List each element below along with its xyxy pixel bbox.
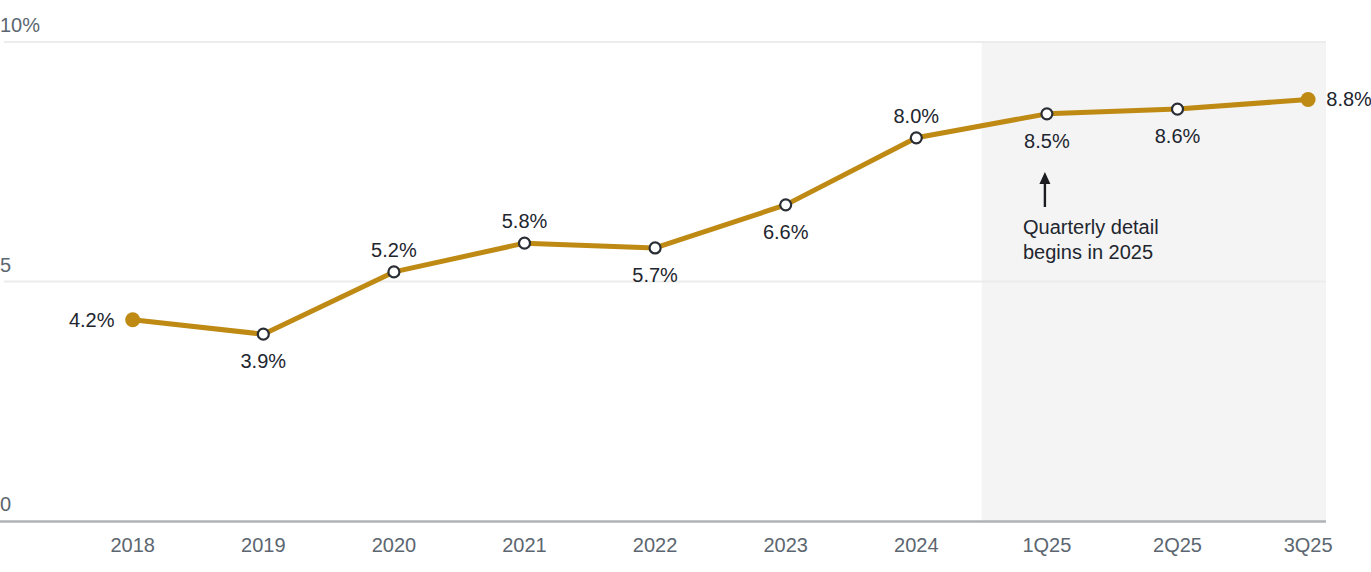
data-point-marker-filled — [125, 312, 140, 327]
data-point-marker-open — [650, 242, 661, 253]
data-point-marker-open — [780, 199, 791, 210]
chart-canvas — [0, 0, 1371, 572]
annotation-quarterly-detail: Quarterly detail begins in 2025 — [1023, 215, 1159, 265]
annotation-line-1: Quarterly detail — [1023, 215, 1159, 240]
annotation-line-2: begins in 2025 — [1023, 240, 1159, 265]
data-point-marker-filled — [1301, 92, 1316, 107]
data-point-marker-open — [911, 132, 922, 143]
data-point-marker-open — [1041, 108, 1052, 119]
data-point-marker-open — [1172, 104, 1183, 115]
data-point-marker-open — [388, 266, 399, 277]
data-point-marker-open — [519, 238, 530, 249]
data-point-marker-open — [258, 329, 269, 340]
line-chart: 4.2%3.9%5.2%5.8%5.7%6.6%8.0%8.5%8.6%8.8%… — [0, 0, 1371, 572]
